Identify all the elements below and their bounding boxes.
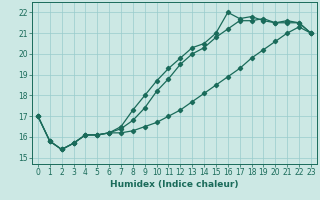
X-axis label: Humidex (Indice chaleur): Humidex (Indice chaleur) [110, 180, 239, 189]
